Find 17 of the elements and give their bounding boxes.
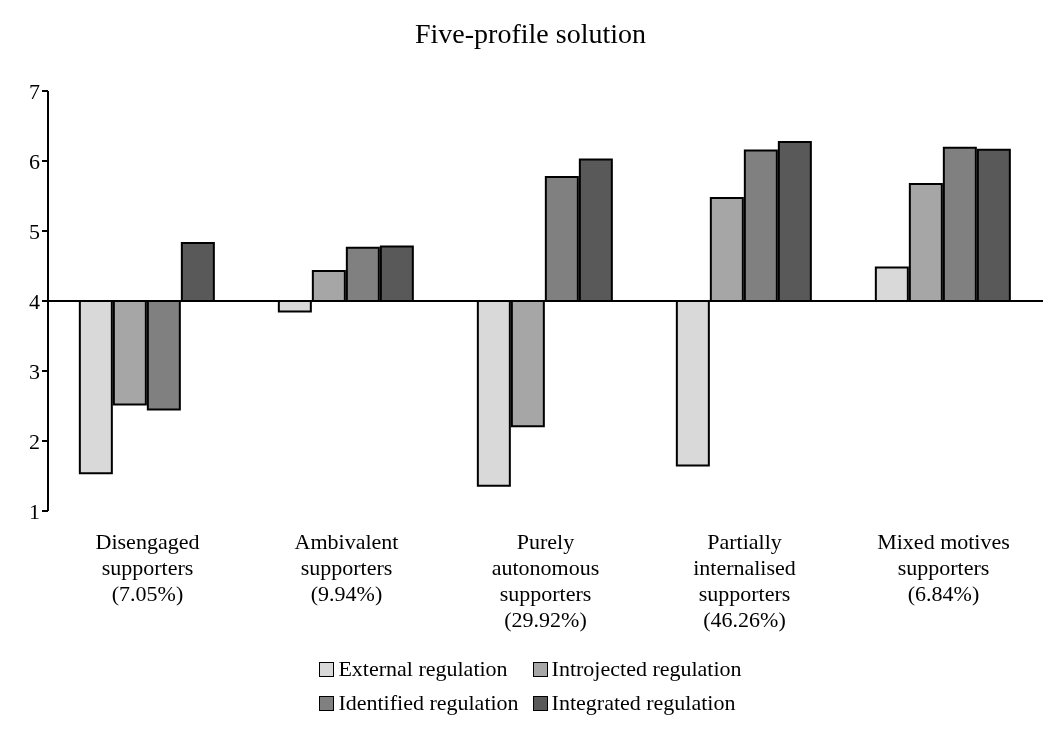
legend-label: Identified regulation [338,690,519,716]
x-tick-label: Mixed motives supporters (6.84%) [877,529,1010,606]
x-tick-label: Purely autonomous supporters (29.92%) [491,529,600,632]
y-tick-label: 5 [29,218,40,244]
y-tick-label: 1 [29,498,40,524]
x-tick-label: Disengaged supporters (7.05%) [95,529,200,606]
y-tick-label: 6 [29,148,40,174]
chart-title: Five-profile solution [414,17,647,51]
x-tick-label: Ambivalent supporters (9.94%) [294,529,399,606]
y-tick-label: 3 [29,358,40,384]
y-tick-label: 2 [29,428,40,454]
y-tick-label: 7 [29,78,40,104]
legend-label: External regulation [338,656,508,682]
y-tick-label: 4 [29,288,40,314]
legend-label: Integrated regulation [551,690,736,716]
x-tick-label: Partially internalised supporters (46.26%) [693,529,796,632]
legend-label: Introjected regulation [551,656,742,682]
